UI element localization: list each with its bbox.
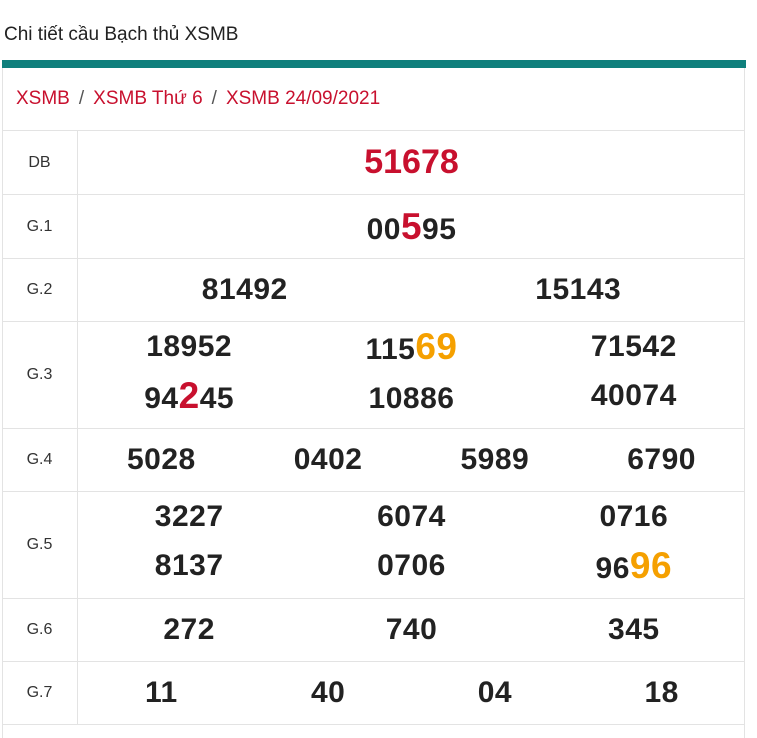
number-part: 115 — [365, 332, 416, 366]
prize-values: 81492 15143 — [77, 258, 745, 322]
prize-label: G.5 — [2, 491, 78, 599]
breadcrumb-separator: / — [78, 88, 85, 109]
highlighted-digit: 5 — [400, 205, 423, 247]
prize-number: 345 — [608, 613, 660, 646]
prize-values: 272 740 345 — [77, 598, 745, 662]
breadcrumb-xsmb-link[interactable]: XSMB — [16, 88, 70, 109]
prize-values: 51678 — [77, 130, 745, 195]
prize-label: G.3 — [2, 321, 78, 429]
prize-number: 15143 — [535, 273, 622, 306]
prize-number: 04 — [477, 676, 513, 709]
prize-row-g1: G.1 00595 — [2, 194, 745, 259]
prize-number: 71542 — [590, 329, 677, 363]
prize-row-g5: G.5 3227 8137 6074 0706 0716 9696 — [2, 491, 745, 599]
prize-number: 40074 — [590, 378, 677, 412]
special-prize-number: 51678 — [364, 143, 459, 181]
prize-number: 6790 — [627, 443, 696, 476]
prize-row-g6: G.6 272 740 345 — [2, 598, 745, 662]
title-accent-bar — [2, 60, 746, 68]
prize-number: 18952 — [146, 329, 233, 363]
prize-number: 0706 — [377, 548, 446, 582]
prize-values: 00595 — [77, 194, 745, 259]
prize-number: 0402 — [293, 443, 363, 476]
prize-label: G.2 — [2, 258, 78, 322]
prize-number: 740 — [385, 613, 438, 646]
breadcrumb-separator: / — [211, 88, 217, 109]
highlighted-digits: 96 — [629, 544, 673, 586]
number-part: 00 — [366, 212, 401, 246]
number-part: 95 — [422, 212, 457, 246]
prize-number: 40 — [310, 676, 346, 709]
highlighted-digit: 2 — [178, 374, 200, 416]
prize-number: 3227 — [154, 499, 224, 533]
breadcrumb: XSMB / XSMB Thứ 6 / XSMB 24/09/2021 — [16, 88, 380, 110]
prize-number: 272 — [163, 613, 215, 646]
prize-values: 5028 0402 5989 6790 — [77, 428, 745, 492]
prize-number: 18 — [644, 676, 679, 709]
prize-row-db: DB 51678 — [2, 130, 745, 195]
prize-number: 94245 — [144, 375, 235, 416]
page-title: Chi tiết cầu Bạch thủ XSMB — [4, 24, 239, 45]
number-part: 45 — [199, 381, 235, 415]
highlighted-digits: 69 — [415, 325, 458, 367]
prize-label: G.7 — [2, 661, 78, 725]
prize-number: 9696 — [595, 545, 673, 586]
prize-number: 6074 — [377, 499, 446, 533]
prize-number: 5989 — [460, 443, 530, 476]
prize-number: 11 — [145, 676, 178, 709]
lottery-results-table: DB 51678 G.1 00595 G.2 81492 15143 G.3 1… — [2, 130, 745, 725]
prize-label: G.4 — [2, 428, 78, 492]
prize-label: G.1 — [2, 194, 78, 259]
prize-number: 10886 — [368, 381, 455, 415]
prize-number: 8137 — [154, 548, 224, 582]
prize-row-g7: G.7 11 40 04 18 — [2, 661, 745, 725]
breadcrumb-xsmb-date-link[interactable]: XSMB 24/09/2021 — [225, 88, 381, 109]
prize-row-g2: G.2 81492 15143 — [2, 258, 745, 322]
number-part: 94 — [144, 381, 179, 415]
prize-label: DB — [2, 130, 78, 195]
prize-number: 81492 — [201, 273, 288, 306]
prize-row-g3: G.3 18952 94245 11569 10886 71542 40074 — [2, 321, 745, 429]
prize-number: 5028 — [127, 443, 196, 476]
prize-number: 0716 — [599, 499, 669, 533]
breadcrumb-xsmb-thu6-link[interactable]: XSMB Thứ 6 — [93, 88, 203, 109]
prize-values: 3227 8137 6074 0706 0716 9696 — [77, 491, 745, 599]
prize-label: G.6 — [2, 598, 78, 662]
prize-number: 11569 — [365, 326, 457, 367]
prize-row-g4: G.4 5028 0402 5989 6790 — [2, 428, 745, 492]
number-part: 96 — [595, 551, 630, 585]
prize-values: 11 40 04 18 — [77, 661, 745, 725]
prize-number: 00595 — [366, 206, 457, 247]
prize-values: 18952 94245 11569 10886 71542 40074 — [77, 321, 745, 429]
